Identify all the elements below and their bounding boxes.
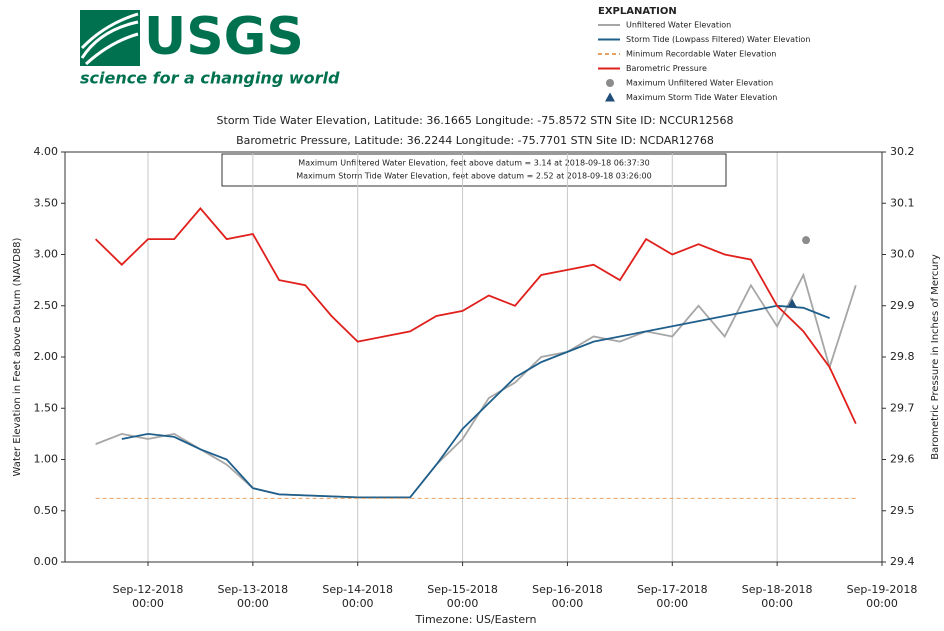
x-tick-label: Sep-12-2018 00:00 xyxy=(113,583,184,610)
logo-waves xyxy=(80,12,139,66)
x-tick-label: Sep-15-2018 00:00 xyxy=(427,583,498,610)
legend-label: Maximum Storm Tide Water Elevation xyxy=(626,93,777,102)
legend-swatch xyxy=(605,92,615,102)
y2-tick-label: 29.8 xyxy=(890,350,915,363)
x-tick-label: Sep-19-2018 00:00 xyxy=(847,583,918,610)
x-tick-label: Sep-18-2018 00:00 xyxy=(742,583,813,610)
y-tick-label: 4.00 xyxy=(34,145,59,158)
y-tick-label: 3.00 xyxy=(34,248,59,261)
series-line xyxy=(94,207,857,424)
y-tick-label: 2.00 xyxy=(34,350,59,363)
legend-title: EXPLANATION xyxy=(598,6,677,17)
legend-label: Minimum Recordable Water Elevation xyxy=(626,50,776,59)
x-tick-label: Sep-17-2018 00:00 xyxy=(637,583,708,610)
y2-axis-label: Barometric Pressure in Inches of Mercury xyxy=(930,254,941,460)
y2-tick-label: 30.0 xyxy=(890,248,915,261)
y-axis-label: Water Elevation in Feet above Datum (NAV… xyxy=(12,237,23,476)
chart-subtitle: Barometric Pressure, Latitude: 36.2244 L… xyxy=(236,134,714,147)
y-tick-label: 0.00 xyxy=(34,555,59,568)
max-marker xyxy=(787,298,798,308)
legend-label: Storm Tide (Lowpass Filtered) Water Elev… xyxy=(626,35,810,44)
y-tick-label: 1.50 xyxy=(34,401,59,414)
y-tick-label: 1.00 xyxy=(34,453,59,466)
legend-swatch xyxy=(606,79,614,87)
x-tick-label: Sep-14-2018 00:00 xyxy=(322,583,393,610)
annotation: Maximum Storm Tide Water Elevation, feet… xyxy=(296,172,651,181)
series-line xyxy=(95,272,857,499)
y2-tick-label: 29.9 xyxy=(890,299,915,312)
y2-tick-label: 29.4 xyxy=(890,555,915,568)
y-tick-label: 2.50 xyxy=(34,299,59,312)
logo-mark xyxy=(80,10,140,66)
y-tick-label: 3.50 xyxy=(34,196,59,209)
y2-tick-label: 30.2 xyxy=(890,145,915,158)
x-tick-label: Sep-13-2018 00:00 xyxy=(218,583,289,610)
legend-label: Barometric Pressure xyxy=(626,64,707,73)
chart-title: Storm Tide Water Elevation, Latitude: 36… xyxy=(217,114,734,127)
logo: USGS science for a changing world xyxy=(80,7,340,88)
logo-name: USGS xyxy=(144,7,304,67)
legend-label: Maximum Unfiltered Water Elevation xyxy=(626,79,773,88)
series-line xyxy=(121,304,830,499)
x-tick-label: Sep-16-2018 00:00 xyxy=(532,583,603,610)
max-marker xyxy=(802,236,811,245)
y2-tick-label: 29.5 xyxy=(890,504,915,517)
annotation-box xyxy=(221,153,727,187)
y2-tick-label: 29.6 xyxy=(890,453,915,466)
y2-tick-label: 30.1 xyxy=(890,196,915,209)
y2-tick-label: 29.7 xyxy=(890,401,915,414)
logo-tagline: science for a changing world xyxy=(80,69,340,88)
y-tick-label: 0.50 xyxy=(34,504,59,517)
annotation: Maximum Unfiltered Water Elevation, feet… xyxy=(298,159,649,168)
plot-frame xyxy=(64,151,883,563)
legend-label: Unfiltered Water Elevation xyxy=(626,21,731,30)
x-axis-label: Timezone: US/Eastern xyxy=(415,613,537,626)
